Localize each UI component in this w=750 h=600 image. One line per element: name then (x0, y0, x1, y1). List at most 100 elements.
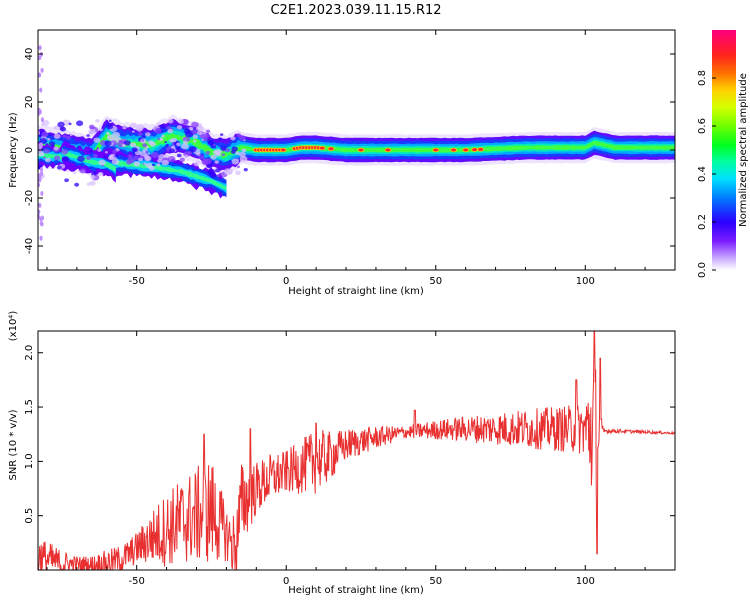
spectrogram-scatter-blob (89, 180, 96, 186)
spectrogram-x-label: Height of straight line (km) (288, 286, 424, 297)
spectrogram-scatter-blob (62, 156, 69, 162)
snr-y-label: SNR (10 * v/v) (8, 409, 19, 480)
spectrogram-scatter-blob (99, 128, 103, 132)
spectrogram-y-label: Frequency (Hz) (8, 112, 19, 188)
spectrogram-scatter-blob (239, 155, 248, 163)
spectrogram-scatter-blob (196, 152, 201, 156)
spectrogram-hotspot-core (385, 148, 391, 152)
spectrogram-scatter-blob (112, 149, 118, 154)
spectrogram-scatter-blob (198, 154, 205, 160)
spectrogram-scatter-blob (97, 148, 102, 152)
spectrogram-scatter-blob (61, 148, 69, 155)
spectrogram-scatter-blob (176, 142, 181, 147)
colorbar-tick-label: 0.8 (697, 70, 708, 86)
colorbar-tick-label: 0.6 (697, 118, 708, 134)
spectrogram-scatter-blob (62, 134, 67, 139)
spectrogram-scatter-blob (215, 168, 221, 173)
spectrogram-scatter-blob (161, 159, 169, 166)
spectrogram-scatter-blob (85, 155, 92, 161)
spectrogram-scatter-blob (207, 140, 214, 146)
spectrogram-scatter-blob (106, 132, 110, 135)
spectrogram-edge-blob (38, 209, 41, 215)
spectrogram-scatter-blob (150, 151, 159, 159)
spectrogram-scatter-blob (114, 154, 119, 158)
spectrogram-scatter-blob (225, 148, 231, 153)
spectrogram-scatter-blob (178, 119, 184, 124)
spectrogram-scatter-blob (191, 121, 199, 128)
snr-y-tick-label: 0.5 (24, 508, 35, 524)
spectrogram-scatter-blob (156, 122, 161, 126)
snr-y-tick-label: 1.0 (24, 453, 35, 469)
spectrogram-scatter-blob (69, 133, 73, 137)
spectrogram-scatter-blob (235, 170, 241, 175)
spectrogram-scatter-blob (145, 132, 151, 137)
spectrogram-edge-blob (39, 216, 43, 222)
spectrogram-edge-blob (38, 142, 42, 148)
spectrogram-scatter-blob (227, 171, 233, 175)
spectrogram-scatter-blob (76, 120, 84, 127)
spectrogram-scatter-blob (129, 142, 137, 148)
spectrogram-edge-blob (39, 235, 43, 241)
spectrogram-edge-blob (38, 45, 42, 51)
spectrogram-scatter-blob (141, 139, 145, 142)
spectrogram-scatter-blob (138, 157, 144, 162)
spectrogram-scatter-blob (130, 127, 134, 131)
spectrogram-scatter-blob (48, 141, 56, 147)
spectrogram-scatter-blob (216, 174, 221, 178)
spectrogram-scatter-blob (235, 151, 240, 156)
spectrogram-scatter-blob (161, 134, 165, 138)
spectrogram-hotspot-core (280, 148, 286, 152)
snr-y-tick-label: 1.5 (24, 399, 35, 415)
spectrogram-scatter-blob (76, 146, 80, 149)
spectrogram-scatter-blob (236, 165, 240, 169)
spectrogram-scatter-blob (57, 121, 65, 128)
spectrogram-scatter-blob (176, 153, 182, 158)
spectrogram-edge-blob (38, 202, 42, 208)
spectrogram-scatter-blob (133, 155, 140, 161)
spectrogram-scatter-blob (57, 165, 62, 170)
spectrogram-scatter-blob (43, 148, 50, 154)
spectrogram-edge-blob (38, 107, 41, 113)
spectrogram-scatter-blob (88, 124, 95, 130)
spectrogram-scatter-blob (203, 158, 212, 165)
spectrogram-scatter-blob (40, 152, 45, 157)
spectrogram-scatter-blob (189, 126, 194, 131)
snr-x-tick-label: 50 (429, 576, 442, 587)
spectrogram-scatter-blob (86, 134, 90, 137)
spectrogram-scatter-blob (182, 140, 188, 145)
spectrogram-scatter-blob (206, 129, 211, 133)
spectrogram-scatter-blob (133, 161, 141, 167)
snr-x-tick-label: 100 (576, 576, 595, 587)
spectrogram-edge-blob (39, 171, 44, 177)
spectrogram-scatter-blob (48, 134, 52, 137)
spectrogram-edge-blob (38, 177, 42, 183)
spectrogram-scatter-blob (145, 150, 149, 154)
spectrogram-scatter-blob (212, 143, 216, 147)
spectrogram-scatter-blob (53, 146, 59, 151)
spectrogram-scatter-blob (241, 148, 247, 153)
snr-line (38, 331, 675, 570)
spectrogram-scatter-blob (220, 145, 227, 151)
spectrogram-scatter-blob (160, 124, 164, 128)
spectrogram-x-tick-label: 50 (429, 276, 442, 287)
snr-frame (37, 330, 676, 571)
snr-y-tick-label: 2.0 (24, 345, 35, 361)
spectrogram-x-tick-label: 0 (283, 276, 289, 287)
spectrogram-scatter-blob (131, 147, 138, 153)
snr-x-label: Height of straight line (km) (288, 585, 424, 596)
colorbar-tick-label: 0.0 (697, 262, 708, 278)
spectrogram-scatter-blob (66, 136, 71, 140)
spectrogram-hotspot-core (463, 148, 469, 152)
snr-panel: -50 0 50 100 0.5 1.0 1.5 2.0 Height of straight… (8, 311, 676, 596)
spectrogram-y-tick-label: -20 (24, 190, 35, 206)
spectrogram-scatter-blob (88, 128, 96, 135)
spectrogram-scatter-blob (111, 158, 120, 165)
spectrogram-scatter-blob (43, 156, 46, 159)
spectrogram-scatter-blob (231, 158, 240, 165)
spectrogram-scatter-blob (187, 151, 192, 155)
figure-title: C2E1.2023.039.11.15.R12 (270, 3, 441, 18)
spectrogram-x-tick-label: -50 (129, 276, 145, 287)
spectrogram-scatter-blob (118, 139, 123, 143)
snr-x-tick-label: -50 (129, 576, 145, 587)
spectrogram-edge-blob (39, 220, 43, 226)
